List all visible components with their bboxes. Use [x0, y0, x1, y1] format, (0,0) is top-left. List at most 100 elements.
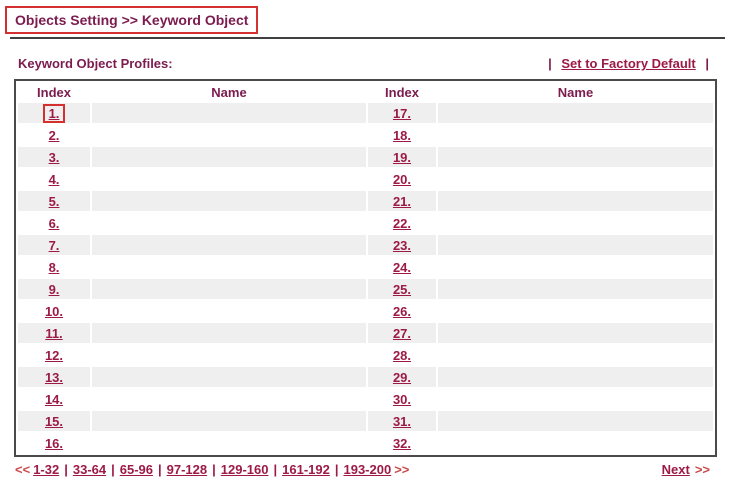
index-link[interactable]: 30.: [392, 391, 412, 407]
index-link[interactable]: 11.: [45, 325, 63, 341]
prev-arrow: <<: [15, 462, 31, 477]
table-row: 12. 28.: [18, 345, 713, 365]
index-link[interactable]: 12.: [44, 347, 64, 363]
name-cell: [92, 389, 366, 409]
name-cell: [438, 367, 713, 387]
page-range-link[interactable]: 129-160: [220, 462, 269, 477]
index-link[interactable]: 16.: [44, 435, 64, 451]
index-link[interactable]: 18.: [392, 127, 412, 143]
index-link[interactable]: 5.: [48, 193, 60, 209]
index-link[interactable]: 28.: [392, 347, 412, 363]
table-row: 15. 31.: [18, 411, 713, 431]
index-cell: 7.: [18, 235, 90, 255]
index-link[interactable]: 31.: [392, 413, 412, 429]
section-label: Keyword Object Profiles:: [18, 56, 173, 71]
index-link[interactable]: 2.: [48, 127, 60, 143]
name-cell: [92, 125, 366, 145]
index-cell: 15.: [18, 411, 90, 431]
name-cell: [92, 433, 366, 453]
index-link[interactable]: 1.: [48, 105, 60, 121]
next-arrow: >>: [694, 462, 710, 477]
page-range-link[interactable]: 65-96: [119, 462, 153, 477]
index-link[interactable]: 7.: [48, 237, 60, 253]
index-link[interactable]: 32.: [392, 435, 412, 451]
name-cell: [92, 103, 366, 123]
set-to-factory-default-link[interactable]: Set to Factory Default: [561, 56, 696, 71]
keyword-object-table: Index Name Index Name 1. 17. 2. 18. 3. 19. 4. 2…: [14, 79, 717, 457]
index-link[interactable]: 19.: [392, 149, 412, 165]
index-cell: 11.: [18, 323, 90, 343]
name-cell: [438, 323, 713, 343]
table-header-row: Index Name Index Name: [18, 83, 713, 101]
table-row: 7. 23.: [18, 235, 713, 255]
column-header-index-right: Index: [385, 84, 419, 100]
index-link[interactable]: 22.: [392, 215, 412, 231]
name-cell: [92, 279, 366, 299]
index-cell: 28.: [368, 345, 436, 365]
index-cell: 29.: [368, 367, 436, 387]
table-row: 16. 32.: [18, 433, 713, 453]
table-row: 6. 22.: [18, 213, 713, 233]
page-range-link[interactable]: 161-192: [282, 462, 330, 477]
table-row: 5. 21.: [18, 191, 713, 211]
name-cell: [92, 147, 366, 167]
index-link[interactable]: 13.: [44, 369, 64, 385]
page-range-link[interactable]: 1-32: [33, 462, 60, 477]
index-link[interactable]: 6.: [48, 215, 60, 231]
index-link[interactable]: 15.: [44, 413, 64, 429]
table-row: 9. 25.: [18, 279, 713, 299]
name-cell: [92, 411, 366, 431]
index-cell: 10.: [18, 301, 90, 321]
index-link[interactable]: 25.: [392, 281, 412, 297]
index-link[interactable]: 8.: [48, 259, 60, 275]
table-row: 11. 27.: [18, 323, 713, 343]
page-range-link[interactable]: 33-64: [72, 462, 107, 477]
index-link[interactable]: 14.: [44, 391, 64, 407]
page-range-link[interactable]: 97-128: [166, 462, 208, 477]
name-cell: [438, 191, 713, 211]
table-row: 8. 24.: [18, 257, 713, 277]
index-link[interactable]: 26.: [392, 303, 412, 319]
index-cell: 4.: [18, 169, 90, 189]
index-cell: 20.: [368, 169, 436, 189]
pagination-separator: |: [111, 462, 115, 477]
next-link[interactable]: Next: [661, 462, 690, 477]
breadcrumb-wrap: Objects Setting >> Keyword Object: [5, 6, 735, 34]
page-range-link[interactable]: 193-200: [343, 462, 392, 477]
name-cell: [92, 323, 366, 343]
name-cell: [92, 191, 366, 211]
index-link[interactable]: 4.: [48, 171, 60, 187]
name-cell: [438, 213, 713, 233]
name-cell: [438, 345, 713, 365]
table-row: 14. 30.: [18, 389, 713, 409]
index-cell: 19.: [368, 147, 436, 167]
name-cell: [438, 433, 713, 453]
index-link[interactable]: 10.: [44, 303, 64, 319]
name-cell: [438, 169, 713, 189]
name-cell: [92, 257, 366, 277]
index-link[interactable]: 9.: [48, 281, 60, 297]
name-cell: [92, 301, 366, 321]
index-link[interactable]: 27.: [392, 325, 412, 341]
index-link[interactable]: 23.: [392, 237, 412, 253]
pagination-separator: |: [273, 462, 278, 477]
index-link[interactable]: 17.: [392, 105, 412, 121]
name-cell: [92, 213, 366, 233]
factory-default-group: | Set to Factory Default |: [542, 56, 715, 71]
index-link[interactable]: 20.: [392, 171, 412, 187]
name-cell: [438, 125, 713, 145]
table-row: 10. 26.: [18, 301, 713, 321]
name-cell: [438, 147, 713, 167]
index-link[interactable]: 3.: [48, 149, 60, 165]
name-cell: [438, 389, 713, 409]
table-row: 13. 29.: [18, 367, 713, 387]
index-link[interactable]: 21.: [392, 193, 412, 209]
index-link[interactable]: 24.: [392, 259, 412, 275]
index-cell: 1.: [18, 103, 90, 123]
index-cell: 8.: [18, 257, 90, 277]
range-pagination: << 1-32 | 33-64 | 65-96 | 97-128 | 129-160 | 161-19…: [12, 462, 412, 477]
index-link[interactable]: 29.: [392, 369, 412, 385]
index-cell: 6.: [18, 213, 90, 233]
column-header-name-left: Name: [211, 84, 247, 100]
title-divider: [10, 37, 725, 39]
